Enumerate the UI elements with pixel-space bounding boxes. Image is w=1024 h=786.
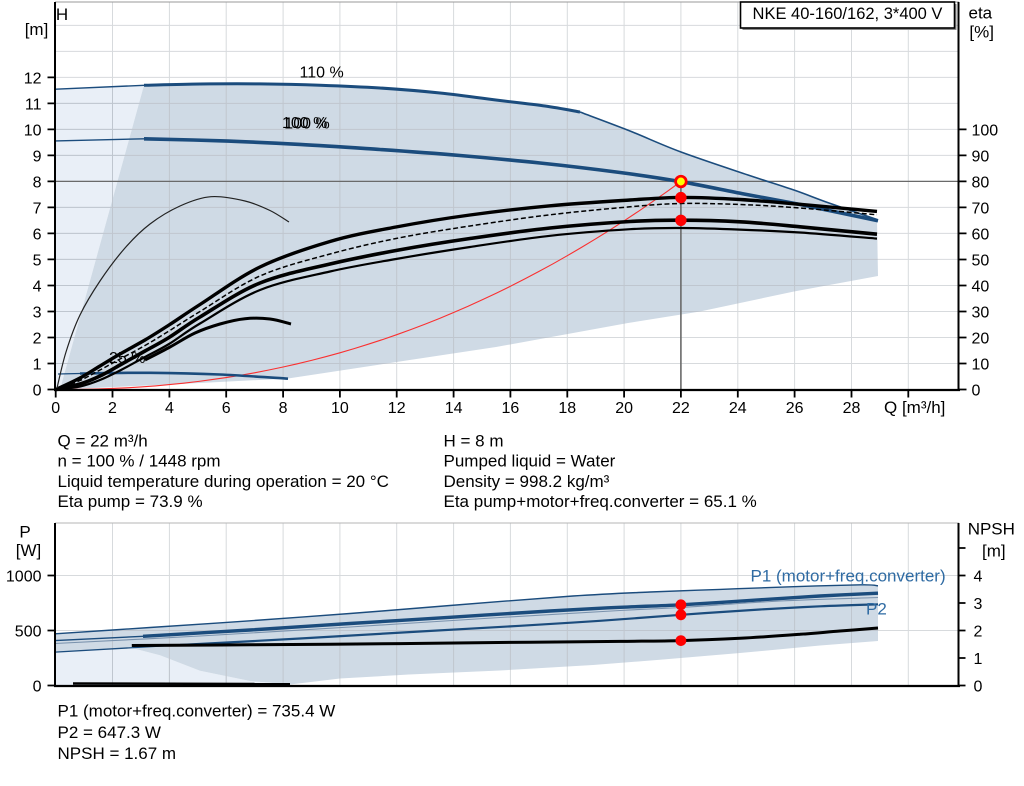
svg-text:80: 80 bbox=[972, 174, 990, 191]
svg-text:NPSH: NPSH bbox=[968, 519, 1015, 538]
svg-text:6: 6 bbox=[33, 226, 42, 243]
svg-text:Liquid temperature during oper: Liquid temperature during operation = 20… bbox=[58, 472, 389, 491]
svg-text:10: 10 bbox=[972, 357, 990, 374]
svg-text:4: 4 bbox=[165, 400, 174, 417]
svg-text:Q [m³/h]: Q [m³/h] bbox=[884, 398, 945, 417]
svg-text:40: 40 bbox=[972, 279, 990, 296]
svg-text:24: 24 bbox=[729, 400, 747, 417]
svg-text:7: 7 bbox=[33, 200, 42, 217]
svg-text:Q = 22 m³/h: Q = 22 m³/h bbox=[58, 432, 148, 451]
svg-text:22: 22 bbox=[672, 400, 690, 417]
svg-text:P2: P2 bbox=[866, 600, 887, 619]
svg-text:eta: eta bbox=[969, 4, 993, 23]
svg-text:[m]: [m] bbox=[982, 542, 1006, 561]
svg-text:2: 2 bbox=[108, 400, 117, 417]
svg-text:2: 2 bbox=[974, 624, 983, 641]
svg-text:NKE 40-160/162, 3*400 V: NKE 40-160/162, 3*400 V bbox=[753, 5, 943, 23]
svg-text:1000: 1000 bbox=[6, 569, 42, 586]
svg-text:25 %: 25 % bbox=[109, 350, 145, 367]
svg-text:10: 10 bbox=[24, 122, 42, 139]
svg-text:5: 5 bbox=[33, 252, 42, 269]
svg-text:P1 (motor+freq.converter): P1 (motor+freq.converter) bbox=[751, 567, 946, 586]
svg-text:18: 18 bbox=[558, 400, 576, 417]
svg-text:4: 4 bbox=[974, 569, 983, 586]
svg-text:10: 10 bbox=[331, 400, 349, 417]
svg-text:0: 0 bbox=[972, 383, 981, 400]
svg-text:50: 50 bbox=[972, 252, 990, 269]
svg-text:P1 (motor+freq.converter) = 73: P1 (motor+freq.converter) = 735.4 W bbox=[58, 702, 336, 721]
svg-text:Eta pump = 73.9 %: Eta pump = 73.9 % bbox=[58, 492, 203, 511]
svg-text:P: P bbox=[19, 523, 30, 542]
svg-text:[%]: [%] bbox=[969, 23, 994, 42]
svg-text:Pumped liquid = Water: Pumped liquid = Water bbox=[444, 452, 616, 471]
svg-text:8: 8 bbox=[279, 400, 288, 417]
svg-text:0: 0 bbox=[33, 383, 42, 400]
svg-text:4: 4 bbox=[33, 279, 42, 296]
svg-text:Density = 998.2 kg/m³: Density = 998.2 kg/m³ bbox=[444, 472, 610, 491]
svg-text:20: 20 bbox=[615, 400, 633, 417]
svg-text:6: 6 bbox=[222, 400, 231, 417]
svg-text:16: 16 bbox=[502, 400, 520, 417]
svg-text:2: 2 bbox=[33, 331, 42, 348]
svg-text:70: 70 bbox=[972, 200, 990, 217]
svg-text:100 %: 100 % bbox=[284, 116, 329, 133]
svg-text:11: 11 bbox=[25, 96, 42, 113]
svg-text:1: 1 bbox=[974, 651, 983, 668]
svg-text:3: 3 bbox=[33, 305, 42, 322]
svg-text:0: 0 bbox=[33, 679, 42, 696]
svg-text:20: 20 bbox=[972, 331, 990, 348]
svg-text:500: 500 bbox=[15, 624, 42, 641]
svg-text:1: 1 bbox=[33, 357, 42, 374]
svg-text:9: 9 bbox=[33, 148, 42, 165]
svg-text:H: H bbox=[56, 5, 68, 24]
svg-text:12: 12 bbox=[388, 400, 406, 417]
svg-text:110 %: 110 % bbox=[300, 65, 344, 82]
svg-text:26: 26 bbox=[786, 400, 804, 417]
svg-text:90: 90 bbox=[972, 148, 990, 165]
svg-text:[m]: [m] bbox=[25, 20, 49, 39]
svg-text:0: 0 bbox=[51, 400, 60, 417]
svg-text:H = 8 m: H = 8 m bbox=[444, 432, 504, 451]
svg-text:30: 30 bbox=[972, 305, 990, 322]
svg-text:100: 100 bbox=[972, 122, 999, 139]
svg-text:14: 14 bbox=[445, 400, 463, 417]
svg-text:0: 0 bbox=[974, 679, 983, 696]
svg-text:n = 100 % / 1448 rpm: n = 100 % / 1448 rpm bbox=[58, 452, 221, 471]
svg-text:P2 = 647.3 W: P2 = 647.3 W bbox=[58, 723, 161, 742]
svg-text:28: 28 bbox=[843, 400, 861, 417]
svg-text:12: 12 bbox=[24, 70, 42, 87]
svg-text:60: 60 bbox=[972, 226, 990, 243]
svg-text:3: 3 bbox=[974, 596, 983, 613]
svg-text:NPSH = 1.67 m: NPSH = 1.67 m bbox=[58, 744, 177, 763]
svg-text:[W]: [W] bbox=[16, 541, 42, 560]
svg-text:Eta pump+motor+freq.converter: Eta pump+motor+freq.converter = 65.1 % bbox=[444, 492, 757, 511]
svg-text:8: 8 bbox=[33, 174, 42, 191]
svg-text:100 %: 100 % bbox=[282, 115, 327, 132]
